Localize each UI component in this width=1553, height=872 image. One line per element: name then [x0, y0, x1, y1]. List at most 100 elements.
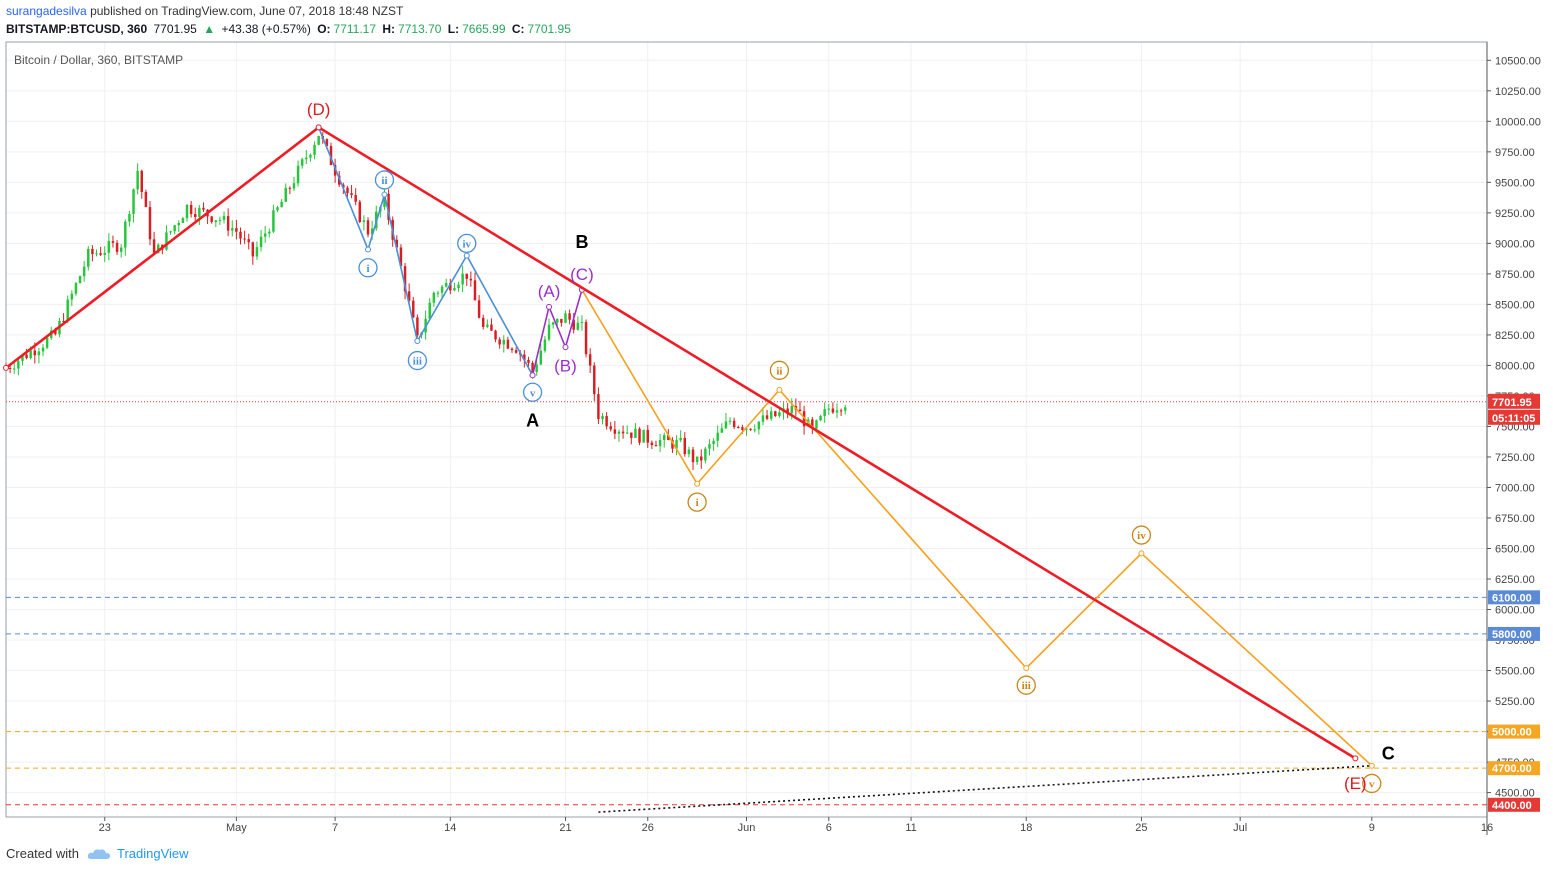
candle-body	[17, 360, 20, 369]
candle-body	[412, 300, 415, 318]
y-tick-label: 7250.00	[1495, 452, 1535, 464]
x-tick-label: 9	[1369, 822, 1375, 834]
candle-body	[87, 248, 90, 267]
candle-body	[95, 253, 98, 255]
tradingview-link[interactable]: TradingView	[116, 846, 189, 861]
candle-body	[531, 362, 534, 373]
red-trendline-node	[315, 124, 322, 131]
candle-body	[675, 440, 678, 449]
candle-body	[630, 432, 633, 438]
candle-body	[839, 410, 843, 412]
candle-body	[712, 440, 715, 445]
candle-body	[70, 293, 74, 300]
candle-body	[99, 253, 102, 255]
orange-wave-line-node	[1023, 665, 1030, 672]
candle-body	[547, 324, 551, 340]
candle-body	[243, 238, 246, 240]
candle-body	[683, 437, 687, 455]
candle-body	[325, 139, 329, 146]
y-tick-label: 6250.00	[1495, 574, 1535, 586]
candle-body	[189, 204, 193, 215]
blue-wave-line-node	[365, 246, 372, 253]
purple-wave-line-node	[562, 344, 569, 351]
candle-body	[774, 411, 777, 417]
candle-body	[115, 242, 119, 252]
symbol-line: BITSTAMP:BTCUSD, 360 7701.95 ▲ +43.38 (+…	[6, 22, 574, 36]
candle-body	[605, 415, 608, 427]
candle-body	[198, 207, 201, 218]
candle-body	[37, 351, 41, 356]
candle-body	[103, 252, 106, 255]
purple-wave-line	[531, 289, 583, 376]
candle-body	[333, 165, 337, 176]
wave-label: (B)	[554, 356, 577, 375]
candle-body	[370, 228, 374, 235]
candle-body	[568, 313, 571, 320]
change-up-icon: ▲	[203, 22, 216, 36]
candle-body	[469, 278, 473, 281]
y-tick-label: 10500.00	[1495, 55, 1541, 67]
y-tick-label: 5500.00	[1495, 666, 1535, 678]
orange-wave-line-node	[1368, 762, 1375, 769]
candle-body	[152, 239, 156, 254]
candle-body	[148, 207, 152, 240]
candle-body	[560, 318, 563, 323]
candle-body	[753, 429, 756, 431]
candle-body	[634, 428, 637, 438]
change-value: +43.38 (+0.57%)	[221, 22, 311, 36]
candle-body	[477, 300, 481, 318]
candle-body	[263, 233, 267, 237]
candle-body	[292, 183, 296, 189]
wave-label: A	[526, 410, 539, 430]
candle-body	[819, 415, 822, 421]
candle-body	[617, 431, 621, 434]
candle-body	[761, 415, 765, 422]
high-label: H:	[382, 22, 396, 36]
candle-body	[41, 347, 45, 352]
red-trendline	[5, 125, 1357, 760]
candle-body	[25, 354, 28, 359]
candle-body	[288, 187, 292, 189]
candle-body	[724, 421, 728, 429]
candle-body	[140, 170, 143, 192]
y-tick-label: 6750.00	[1495, 513, 1535, 525]
y-tick-label: 8500.00	[1495, 299, 1535, 311]
y-tick-label: 6500.00	[1495, 543, 1535, 555]
candle-body	[342, 184, 345, 188]
wave-label: (E)	[1344, 774, 1367, 793]
candle-body	[218, 219, 222, 221]
candle-body	[539, 350, 543, 365]
candle-body	[749, 428, 752, 430]
publish-line: surangadesilva published on TradingView.…	[6, 4, 403, 18]
footer: Created with TradingView	[6, 846, 189, 861]
blue-wave-line	[317, 127, 534, 376]
candle-body	[132, 189, 135, 214]
candle-body	[741, 427, 744, 430]
candle-body	[732, 420, 736, 428]
wave-label-circle	[358, 258, 378, 278]
candle-body	[259, 236, 263, 248]
candle-body	[769, 411, 773, 419]
wave-label: B	[575, 232, 588, 252]
level-tag	[1488, 797, 1540, 812]
purple-wave-line-node	[546, 303, 553, 310]
wave-label: iii	[413, 356, 422, 368]
plot-title: Bitcoin / Dollar, 360, BITSTAMP	[14, 53, 184, 67]
candle-body	[8, 368, 12, 370]
candle-body	[107, 241, 111, 253]
candle-body	[284, 187, 287, 202]
wave-label: iv	[1137, 530, 1146, 542]
y-tick-label: 10250.00	[1495, 86, 1541, 98]
blue-wave-line-node	[463, 252, 470, 259]
candle-body	[465, 273, 468, 279]
candle-body	[383, 193, 386, 208]
candle-body	[226, 216, 230, 231]
author-link[interactable]: surangadesilva	[6, 4, 87, 18]
candle-body	[778, 412, 781, 417]
candle-body	[91, 248, 94, 255]
purple-wave-line-node	[529, 372, 536, 379]
candle-body	[790, 405, 793, 414]
candle-body	[300, 159, 304, 166]
candle-body	[498, 339, 501, 345]
